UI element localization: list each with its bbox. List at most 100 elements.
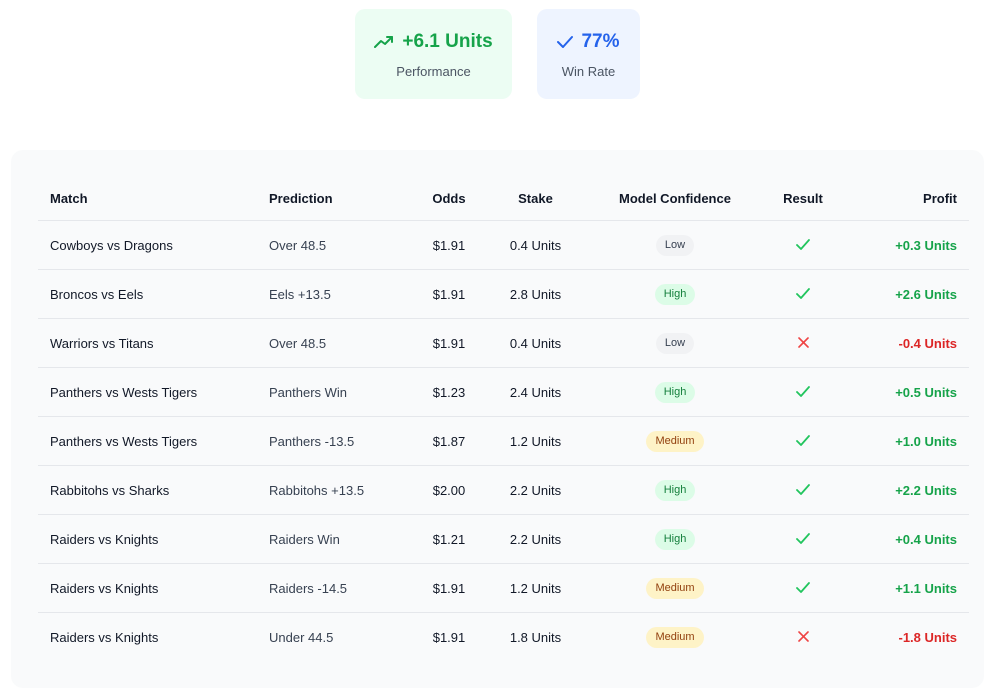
match-cell: Rabbitohs vs Sharks [50,482,170,498]
confidence-cell: High [615,368,735,416]
confidence-badge: Low [655,332,695,354]
profit-cell: +1.0 Units [895,433,957,449]
match-cell: Broncos vs Eels [50,286,144,302]
bets-panel: Match Prediction Odds Stake Model Confid… [11,150,984,688]
win-rate-label: Win Rate [561,64,616,79]
prediction-cell: Over 48.5 [269,237,327,253]
match-cell: Raiders vs Knights [50,531,159,547]
confidence-cell: High [615,270,735,318]
header-match: Match [50,191,88,206]
odds-cell: $1.21 [432,531,466,547]
stake-cell: 2.2 Units [509,531,562,547]
match-cell: Panthers vs Wests Tigers [50,433,198,449]
confidence-badge: Medium [646,577,704,599]
stake-cell: 0.4 Units [509,237,562,253]
odds-cell: $1.91 [432,629,466,645]
result-cell [773,319,833,367]
prediction-cell: Rabbitohs +13.5 [269,482,365,498]
prediction-cell: Eels +13.5 [269,286,331,302]
profit-cell: +0.4 Units [895,531,957,547]
stake-cell: 1.8 Units [509,629,562,645]
header-prediction: Prediction [269,191,333,206]
check-icon [796,532,810,547]
header-odds: Odds [432,191,466,206]
win-rate-value-row: 77% [537,30,640,54]
confidence-badge: Medium [646,430,704,452]
confidence-cell: High [615,515,735,563]
result-cell [773,417,833,465]
confidence-badge: High [654,381,696,403]
profit-cell: +1.1 Units [895,580,957,596]
table-row: Warriors vs Titans Over 48.5 $1.91 0.4 Unit… [38,319,969,368]
odds-cell: $1.91 [432,580,466,596]
header-result: Result [783,191,823,206]
check-icon [796,434,810,449]
win-rate-value: 77% [581,31,620,52]
confidence-badge: Low [655,234,695,256]
trending-up-icon [374,35,394,49]
stake-cell: 2.4 Units [509,384,562,400]
result-cell [773,515,833,563]
profit-cell: +2.6 Units [895,286,957,302]
stake-cell: 1.2 Units [509,433,562,449]
confidence-cell: Medium [615,564,735,612]
confidence-cell: High [615,466,735,514]
match-cell: Panthers vs Wests Tigers [50,384,198,400]
match-cell: Warriors vs Titans [50,335,154,351]
odds-cell: $1.91 [432,286,466,302]
table-row: Raiders vs Knights Raiders Win $1.21 2.2 Un… [38,515,969,564]
odds-cell: $1.23 [432,384,466,400]
table-row: Raiders vs Knights Raiders -14.5 $1.91 1.2 … [38,564,969,613]
prediction-cell: Panthers Win [269,384,348,400]
performance-label: Performance [396,64,471,79]
prediction-cell: Raiders Win [269,531,340,547]
table-row: Rabbitohs vs Sharks Rabbitohs +13.5 $2.00 2… [38,466,969,515]
match-cell: Raiders vs Knights [50,580,159,596]
odds-cell: $1.91 [432,237,466,253]
result-cell [773,466,833,514]
match-cell: Raiders vs Knights [50,629,159,645]
confidence-cell: Medium [615,417,735,465]
win-rate-card: 77% Win Rate [537,9,640,99]
profit-cell: +2.2 Units [895,482,957,498]
confidence-cell: Medium [615,613,735,661]
result-cell [773,270,833,318]
odds-cell: $1.91 [432,335,466,351]
profit-cell: -0.4 Units [898,335,957,351]
confidence-cell: Low [615,319,735,367]
confidence-badge: High [654,283,696,305]
check-icon [796,287,810,302]
performance-value-row: +6.1 Units [355,30,512,54]
odds-cell: $2.00 [432,482,466,498]
stake-cell: 2.2 Units [509,482,562,498]
close-icon [797,336,809,351]
result-cell [773,564,833,612]
confidence-badge: Medium [646,626,704,648]
header-stake: Stake [518,191,553,206]
prediction-cell: Over 48.5 [269,335,327,351]
stake-cell: 2.8 Units [509,286,562,302]
table-row: Panthers vs Wests Tigers Panthers Win $1.2… [38,368,969,417]
header-confidence: Model Confidence [619,191,731,206]
profit-cell: +0.3 Units [895,237,957,253]
performance-value: +6.1 Units [402,31,493,52]
prediction-cell: Raiders -14.5 [269,580,348,596]
result-cell [773,221,833,269]
stake-cell: 1.2 Units [509,580,562,596]
table-row: Cowboys vs Dragons Over 48.5 $1.91 0.4 Unit… [38,221,969,270]
stake-cell: 0.4 Units [509,335,562,351]
check-icon [557,35,574,49]
close-icon [797,630,809,645]
table-row: Raiders vs Knights Under 44.5 $1.91 1.8 Uni… [38,613,969,662]
confidence-badge: High [654,528,696,550]
profit-cell: +0.5 Units [895,384,957,400]
result-cell [773,613,833,661]
summary-stats: +6.1 Units Performance 77% Win Rate [0,9,998,99]
check-icon [796,581,810,596]
match-cell: Cowboys vs Dragons [50,237,173,253]
table-row: Broncos vs Eels Eels +13.5 $1.91 2.8 Units H… [38,270,969,319]
odds-cell: $1.87 [432,433,466,449]
prediction-cell: Under 44.5 [269,629,334,645]
result-cell [773,368,833,416]
performance-card: +6.1 Units Performance [355,9,512,99]
